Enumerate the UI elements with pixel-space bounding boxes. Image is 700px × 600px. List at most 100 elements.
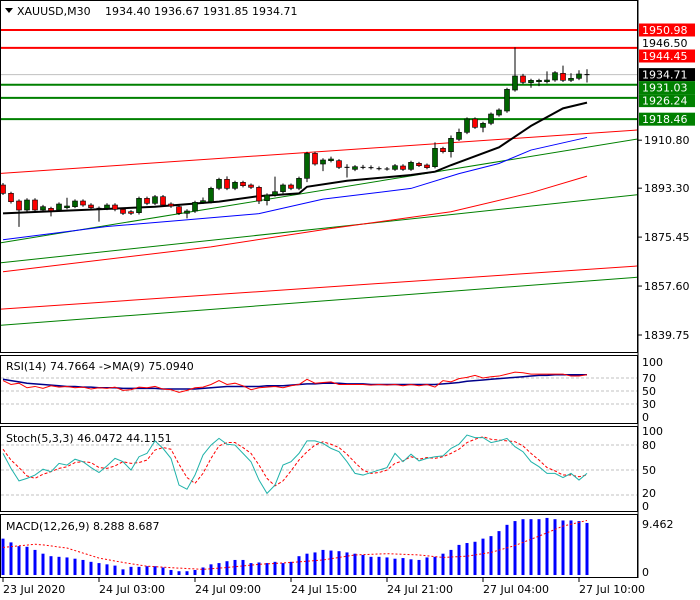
candle-body <box>392 165 398 170</box>
candle <box>352 165 358 172</box>
candle-body <box>576 73 582 79</box>
candle <box>128 210 134 216</box>
candle-body <box>448 138 454 152</box>
candle-body <box>248 184 254 188</box>
macd-histogram-bar <box>545 517 549 575</box>
candle <box>432 142 438 169</box>
candle-body <box>152 196 158 204</box>
candle <box>376 166 382 171</box>
macd-histogram-bar <box>201 567 205 575</box>
candle <box>304 151 310 183</box>
candle <box>288 183 294 191</box>
candle <box>512 47 518 92</box>
candle-body <box>56 203 62 211</box>
macd-histogram-bar <box>537 519 541 575</box>
candle <box>32 198 38 213</box>
macd-histogram-bar <box>9 542 13 575</box>
rsi-tick-label: 30 <box>642 398 656 411</box>
macd-histogram-bar <box>521 519 525 575</box>
support-price-label: 1931.03 <box>639 81 695 95</box>
price-tick-label: 1857.60 <box>644 280 690 293</box>
candle <box>344 164 350 178</box>
candle-body <box>568 78 574 81</box>
candle-body <box>200 200 206 203</box>
stochastic-label: Stoch(5,3,3) 46.0472 44.1151 <box>6 432 172 445</box>
rsi-tick-label: 100 <box>642 356 663 369</box>
candle <box>176 204 182 216</box>
candle <box>320 158 326 172</box>
macd-histogram-bar <box>17 546 21 575</box>
candle-body <box>480 123 486 128</box>
candle <box>440 146 446 154</box>
candle-body <box>440 148 446 152</box>
macd-histogram-bar <box>473 541 477 575</box>
price-axis: 1910.80 1893.30 1875.45 1857.60 1839.75 <box>638 134 690 342</box>
candle-body <box>8 193 14 202</box>
macd-histogram-bar <box>385 557 389 575</box>
stochastic-tick-label: 100 <box>642 425 663 438</box>
candle-body <box>456 132 462 140</box>
macd-histogram-bar <box>185 571 189 575</box>
candle <box>184 209 190 219</box>
main-price-pane[interactable] <box>0 0 638 353</box>
macd-histogram-bar <box>65 557 69 575</box>
candle <box>360 164 366 170</box>
candle-body <box>272 191 278 196</box>
candle <box>40 204 46 212</box>
price-tick-label: 1910.80 <box>644 134 690 147</box>
macd-histogram-bar <box>25 546 29 575</box>
macd-histogram-bar <box>169 569 173 575</box>
candle <box>488 112 494 126</box>
candle-body <box>168 203 174 207</box>
macd-histogram-bar <box>281 563 285 575</box>
macd-histogram-bar <box>73 558 77 575</box>
candle-body <box>216 179 222 189</box>
macd-histogram-bar <box>513 521 517 575</box>
candle <box>456 128 462 141</box>
rsi-pane[interactable]: RSI(14) 74.7664 ->MA(9) 75.0940 100 70503… <box>0 355 664 425</box>
macd-histogram-bar <box>265 563 269 575</box>
hidden-price-label: 1946.50 <box>639 36 695 50</box>
candle <box>576 70 582 81</box>
macd-histogram-bar <box>561 520 565 575</box>
trendlines <box>0 129 638 326</box>
price-label-text: 1950.98 <box>642 24 688 37</box>
time-tick-label: 27 Jul 04:00 <box>483 583 549 596</box>
symbol-timeframe: XAUUSD,M30 <box>17 5 91 18</box>
price-label-text: 1944.45 <box>642 50 688 63</box>
macd-histogram-bar <box>417 559 421 575</box>
macd-histogram-bar <box>457 544 461 575</box>
macd-histogram-bar <box>121 569 125 575</box>
candle <box>168 202 174 208</box>
macd-histogram-bar <box>489 536 493 575</box>
triangle-down-icon[interactable] <box>5 8 13 13</box>
candle <box>272 176 278 197</box>
candle-body <box>528 80 534 83</box>
stochastic-tick-label: 0 <box>642 500 649 513</box>
candle <box>408 160 414 171</box>
candle-body <box>296 178 302 189</box>
candle-body <box>472 118 478 128</box>
macd-histogram-bar <box>289 561 293 575</box>
macd-histogram-bar <box>49 556 53 575</box>
candle-body <box>48 208 54 211</box>
candle-body <box>400 165 406 170</box>
candle <box>384 167 390 171</box>
stochastic-signal-line <box>2 436 588 487</box>
time-tick-label: 24 Jul 21:00 <box>387 583 453 596</box>
macd-pane[interactable]: MACD(12,26,9) 8.288 8.687 9.462 0 <box>0 514 674 580</box>
time-tick-label: 27 Jul 10:00 <box>579 583 645 596</box>
candle <box>104 203 110 211</box>
macd-histogram-bar <box>209 564 213 575</box>
macd-histogram-bar <box>145 566 149 575</box>
rsi-line <box>2 371 588 393</box>
candle <box>96 206 102 222</box>
candle-body <box>312 153 318 165</box>
candle-body <box>336 160 342 168</box>
ma-fast-line <box>2 101 588 215</box>
macd-histogram-bar <box>433 556 437 575</box>
